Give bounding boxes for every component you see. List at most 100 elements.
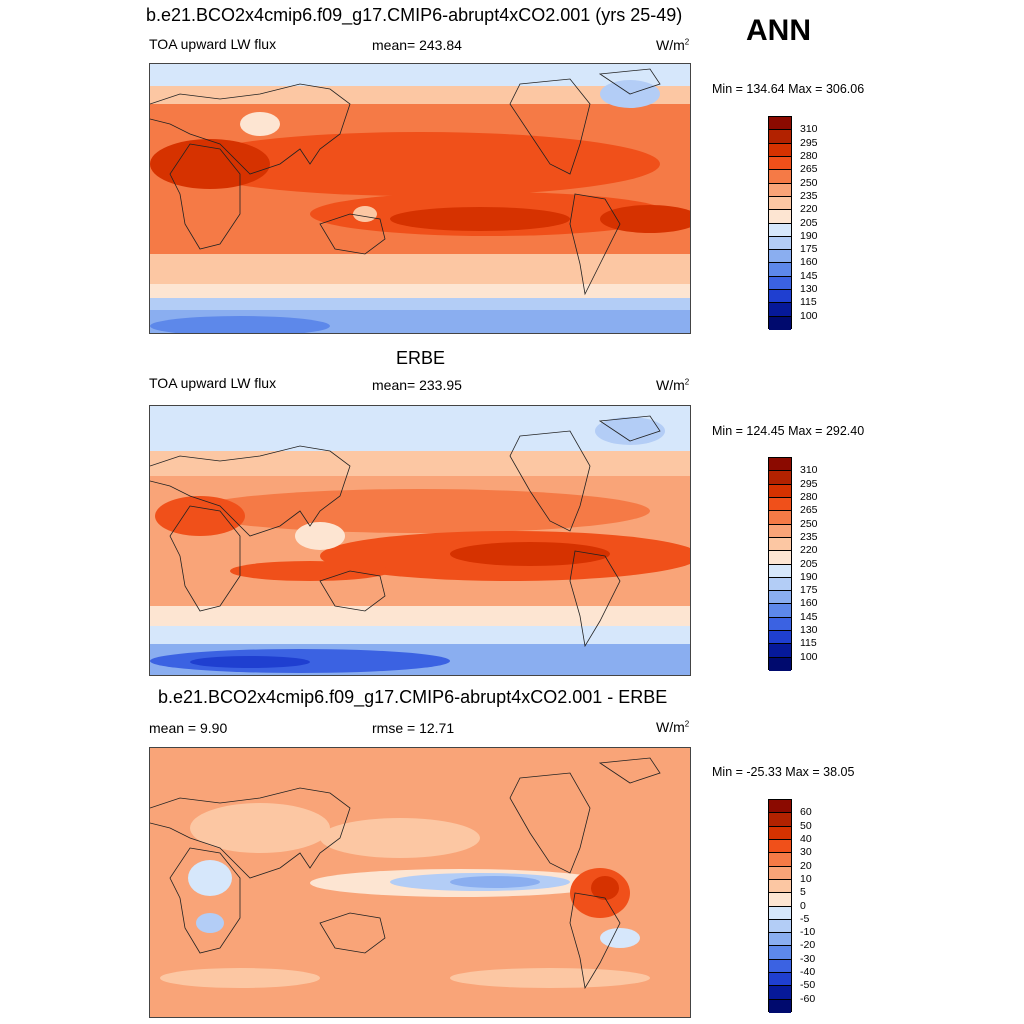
colorbar-swatch xyxy=(769,591,791,605)
colorbar-level-label: -50 xyxy=(800,979,816,992)
panel1-map xyxy=(149,63,691,334)
panel1-title: b.e21.BCO2x4cmip6.f09_g17.CMIP6-abrupt4x… xyxy=(146,5,683,25)
colorbar-level-label: -5 xyxy=(800,912,810,925)
colorbar-level-label: 160 xyxy=(800,256,818,269)
colorbar-level-label: 160 xyxy=(800,597,818,610)
season-label: ANN xyxy=(746,14,811,47)
colorbar-level-label: 190 xyxy=(800,229,818,242)
colorbar-level-label: 40 xyxy=(800,832,812,845)
colorbar-level-label: 10 xyxy=(800,872,812,885)
panel2-variable-label: TOA upward LW flux xyxy=(149,375,277,391)
colorbar-level-label: -40 xyxy=(800,966,816,979)
colorbar-swatch xyxy=(769,919,791,934)
colorbar-level-label: 220 xyxy=(800,544,818,557)
panel2-coastlines xyxy=(150,415,661,648)
colorbar-swatch xyxy=(769,223,791,237)
colorbar-swatch xyxy=(769,250,791,264)
panel2-mean-label: mean= 233.95 xyxy=(372,377,462,393)
colorbar-swatch xyxy=(769,617,791,632)
colorbar-level-label: -60 xyxy=(800,992,816,1005)
colorbar-level-label: 220 xyxy=(800,203,818,216)
colorbar-level-label: 310 xyxy=(800,123,818,136)
colorbar-level-label: 235 xyxy=(800,530,818,543)
colorbar-level-label: 175 xyxy=(800,584,818,597)
colorbar-swatch xyxy=(769,564,791,578)
colorbar-level-label: 60 xyxy=(800,806,812,819)
colorbar-swatch xyxy=(769,263,791,277)
colorbar-swatch xyxy=(769,156,791,171)
panel3-colorbar xyxy=(768,799,792,1013)
colorbar-swatch xyxy=(769,236,791,251)
colorbar-swatch xyxy=(769,117,791,131)
colorbar-swatch xyxy=(769,511,791,525)
colorbar-swatch xyxy=(769,933,791,947)
colorbar-level-label: 205 xyxy=(800,216,818,229)
colorbar-swatch xyxy=(769,946,791,960)
panel1-minmax: Min = 134.64 Max = 306.06 xyxy=(712,82,865,96)
colorbar-swatch xyxy=(769,303,791,317)
colorbar-swatch xyxy=(769,183,791,197)
colorbar-level-label: -20 xyxy=(800,939,816,952)
colorbar-swatch xyxy=(769,959,791,974)
colorbar-swatch xyxy=(769,577,791,592)
colorbar-level-label: 175 xyxy=(800,243,818,256)
colorbar-swatch xyxy=(769,290,791,304)
colorbar-level-label: 0 xyxy=(800,899,806,912)
panel3-title: b.e21.BCO2x4cmip6.f09_g17.CMIP6-abrupt4x… xyxy=(158,687,668,707)
colorbar-swatch xyxy=(769,973,791,987)
panel3-map xyxy=(149,747,691,1018)
colorbar-level-label: 100 xyxy=(800,650,818,663)
colorbar-swatch xyxy=(769,800,791,814)
colorbar-level-label: 250 xyxy=(800,517,818,530)
colorbar-swatch xyxy=(769,826,791,840)
colorbar-level-label: 115 xyxy=(800,637,817,650)
colorbar-swatch xyxy=(769,276,791,291)
colorbar-level-label: -30 xyxy=(800,952,816,965)
colorbar-level-label: 280 xyxy=(800,490,818,503)
colorbar-level-label: 145 xyxy=(800,610,818,623)
colorbar-swatch xyxy=(769,497,791,512)
panel1-mean-label: mean= 243.84 xyxy=(372,37,462,53)
panel2-colorbar xyxy=(768,457,792,671)
panel3-mean-label: mean = 9.90 xyxy=(149,720,228,736)
panel3-coastlines xyxy=(150,757,661,990)
colorbar-level-label: 5 xyxy=(800,886,806,899)
colorbar-swatch xyxy=(769,143,791,157)
colorbar-level-label: 100 xyxy=(800,309,818,322)
colorbar-level-label: 295 xyxy=(800,136,818,149)
panel2-minmax: Min = 124.45 Max = 292.40 xyxy=(712,424,865,438)
colorbar-swatch xyxy=(769,839,791,854)
colorbar-level-label: 20 xyxy=(800,859,812,872)
colorbar-level-label: 235 xyxy=(800,189,818,202)
colorbar-swatch xyxy=(769,906,791,920)
colorbar-swatch xyxy=(769,471,791,485)
colorbar-level-label: 130 xyxy=(800,283,818,296)
colorbar-swatch xyxy=(769,524,791,538)
colorbar-level-label: -10 xyxy=(800,926,816,939)
panel1-coastlines xyxy=(150,68,661,296)
colorbar-level-label: 265 xyxy=(800,504,818,517)
panel1-colorbar xyxy=(768,116,792,330)
colorbar-swatch xyxy=(769,644,791,658)
colorbar-level-label: 265 xyxy=(800,163,818,176)
colorbar-swatch xyxy=(769,551,791,565)
colorbar-swatch xyxy=(769,866,791,880)
colorbar-swatch xyxy=(769,999,791,1013)
panel2-title: ERBE xyxy=(396,348,446,368)
colorbar-swatch xyxy=(769,813,791,827)
panel3-units: W/m2 xyxy=(656,719,690,735)
panel2-units: W/m2 xyxy=(656,377,690,393)
colorbar-swatch xyxy=(769,631,791,645)
panel3-minmax: Min = -25.33 Max = 38.05 xyxy=(712,765,855,779)
colorbar-swatch xyxy=(769,893,791,907)
colorbar-swatch xyxy=(769,130,791,144)
colorbar-level-label: 130 xyxy=(800,624,818,637)
colorbar-swatch xyxy=(769,986,791,1000)
colorbar-level-label: 50 xyxy=(800,819,812,832)
colorbar-swatch xyxy=(769,170,791,184)
colorbar-level-label: 30 xyxy=(800,846,812,859)
colorbar-swatch xyxy=(769,853,791,867)
colorbar-swatch xyxy=(769,484,791,498)
colorbar-swatch xyxy=(769,196,791,211)
colorbar-level-label: 205 xyxy=(800,557,818,570)
